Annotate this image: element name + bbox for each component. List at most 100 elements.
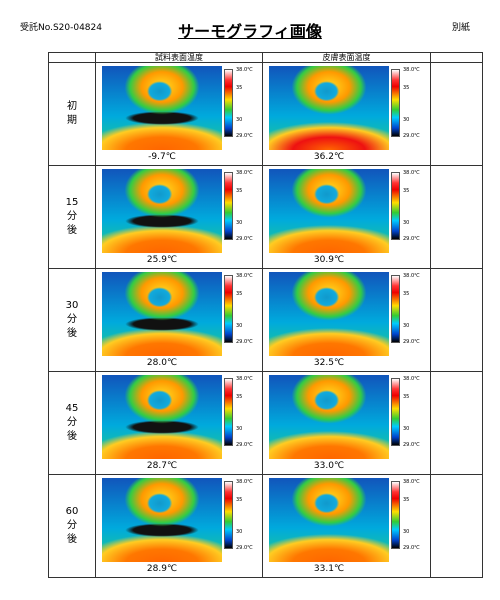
- temperature-value: -9.7℃: [148, 152, 176, 162]
- color-scale: [224, 275, 233, 343]
- scale-label: 29.0℃: [403, 133, 420, 139]
- column-header: 皮膚表面温度: [262, 52, 431, 63]
- thermal-image: [102, 66, 222, 150]
- color-scale: [391, 69, 400, 137]
- remarks-cell: [430, 474, 483, 578]
- table-row: 45分後 38.0℃ 35 30 29.0℃ 28.7℃ 38.0℃ 35 30 29.0℃ 33.…: [48, 371, 483, 475]
- image-cell: 38.0℃ 35 30 29.0℃ 25.9℃: [95, 165, 263, 269]
- page-title: サーモグラフィ画像: [178, 22, 322, 41]
- image-cell: 38.0℃ 35 30 29.0℃ 33.0℃: [262, 371, 431, 475]
- image-cell: 38.0℃ 35 30 29.0℃ 28.7℃: [95, 371, 263, 475]
- table-row: 初期 38.0℃ 35 30 29.0℃ -9.7℃ 38.0℃ 35 30 29.0℃ 36.2℃: [48, 62, 483, 166]
- temperature-value: 28.7℃: [146, 461, 178, 471]
- thermal-panel: 38.0℃ 35 30 29.0℃ 28.9℃: [96, 475, 262, 577]
- thermal-panel: 38.0℃ 35 30 29.0℃ -9.7℃: [96, 63, 262, 165]
- scale-label: 38.0℃: [403, 479, 420, 485]
- thermography-table: 試料表面温度 皮膚表面温度 初期 38.0℃ 35 30 29.0℃ -9.7℃ 38.0℃…: [48, 52, 483, 578]
- scale-label: 35: [403, 291, 410, 297]
- remarks-cell: [430, 268, 483, 372]
- row-label-cell: 15分後: [48, 165, 96, 269]
- scale-label: 30: [403, 426, 410, 432]
- scale-label: 29.0℃: [236, 442, 253, 448]
- scale-label: 30: [236, 220, 243, 226]
- thermal-panel: 38.0℃ 35 30 29.0℃ 28.7℃: [96, 372, 262, 474]
- table-row: 60分後 38.0℃ 35 30 29.0℃ 28.9℃ 38.0℃ 35 30 29.0℃ 33.…: [48, 474, 483, 578]
- thermal-image: [269, 66, 389, 150]
- scale-label: 38.0℃: [236, 273, 253, 279]
- scale-label: 35: [236, 394, 243, 400]
- attachment-label: 別紙: [452, 23, 471, 33]
- thermal-panel: 38.0℃ 35 30 29.0℃ 25.9℃: [96, 166, 262, 268]
- thermal-panel: 38.0℃ 35 30 29.0℃ 28.0℃: [96, 269, 262, 371]
- remarks-cell: [430, 62, 483, 166]
- scale-label: 38.0℃: [403, 67, 420, 73]
- column-header: 試料表面温度: [95, 52, 263, 63]
- scale-label: 35: [403, 497, 410, 503]
- header-blank: [48, 52, 96, 63]
- scale-label: 29.0℃: [236, 236, 253, 242]
- scale-label: 29.0℃: [403, 339, 420, 345]
- scale-label: 38.0℃: [236, 170, 253, 176]
- scale-label: 38.0℃: [403, 170, 420, 176]
- thermal-image: [269, 478, 389, 562]
- temperature-value: 33.1℃: [313, 564, 345, 574]
- scale-label: 35: [403, 394, 410, 400]
- scale-label: 35: [236, 497, 243, 503]
- row-label: 30分後: [65, 300, 79, 339]
- scale-label: 30: [403, 117, 410, 123]
- row-label-cell: 60分後: [48, 474, 96, 578]
- scale-label: 38.0℃: [403, 376, 420, 382]
- color-scale: [224, 481, 233, 549]
- scale-label: 29.0℃: [236, 133, 253, 139]
- color-scale: [224, 172, 233, 240]
- scale-label: 35: [236, 85, 243, 91]
- scale-label: 30: [403, 529, 410, 535]
- temperature-value: 25.9℃: [146, 255, 178, 265]
- temperature-value: 28.9℃: [146, 564, 178, 574]
- scale-label: 29.0℃: [236, 545, 253, 551]
- temperature-value: 33.0℃: [313, 461, 345, 471]
- scale-label: 38.0℃: [236, 479, 253, 485]
- thermal-image: [269, 169, 389, 253]
- color-scale: [391, 481, 400, 549]
- reference-number: 受託No.S20-04824: [20, 23, 102, 33]
- scale-label: 35: [236, 188, 243, 194]
- remarks-cell: [430, 371, 483, 475]
- row-label-cell: 45分後: [48, 371, 96, 475]
- image-cell: 38.0℃ 35 30 29.0℃ 30.9℃: [262, 165, 431, 269]
- row-label: 60分後: [65, 506, 79, 545]
- scale-label: 29.0℃: [403, 442, 420, 448]
- row-label: 45分後: [65, 403, 79, 442]
- scale-label: 30: [236, 529, 243, 535]
- thermal-image: [102, 478, 222, 562]
- scale-label: 29.0℃: [403, 236, 420, 242]
- row-label-cell: 30分後: [48, 268, 96, 372]
- scale-label: 38.0℃: [403, 273, 420, 279]
- scale-label: 30: [236, 117, 243, 123]
- table-row: 15分後 38.0℃ 35 30 29.0℃ 25.9℃ 38.0℃ 35 30 29.0℃ 30.…: [48, 165, 483, 269]
- thermal-image: [269, 375, 389, 459]
- image-cell: 38.0℃ 35 30 29.0℃ 36.2℃: [262, 62, 431, 166]
- thermal-image: [102, 375, 222, 459]
- thermal-image: [102, 272, 222, 356]
- image-cell: 38.0℃ 35 30 29.0℃ 28.9℃: [95, 474, 263, 578]
- color-scale: [391, 275, 400, 343]
- scale-label: 30: [236, 323, 243, 329]
- color-scale: [391, 172, 400, 240]
- thermal-panel: 38.0℃ 35 30 29.0℃ 30.9℃: [263, 166, 430, 268]
- scale-label: 30: [236, 426, 243, 432]
- table-row: 30分後 38.0℃ 35 30 29.0℃ 28.0℃ 38.0℃ 35 30 29.0℃ 32.…: [48, 268, 483, 372]
- thermal-panel: 38.0℃ 35 30 29.0℃ 32.5℃: [263, 269, 430, 371]
- scale-label: 35: [403, 188, 410, 194]
- temperature-value: 28.0℃: [146, 358, 178, 368]
- scale-label: 38.0℃: [236, 376, 253, 382]
- remarks-cell: [430, 165, 483, 269]
- scale-label: 35: [236, 291, 243, 297]
- color-scale: [224, 378, 233, 446]
- temperature-value: 36.2℃: [313, 152, 345, 162]
- thermal-panel: 38.0℃ 35 30 29.0℃ 33.1℃: [263, 475, 430, 577]
- header-blank: [430, 52, 483, 63]
- image-cell: 38.0℃ 35 30 29.0℃ 32.5℃: [262, 268, 431, 372]
- image-cell: 38.0℃ 35 30 29.0℃ 33.1℃: [262, 474, 431, 578]
